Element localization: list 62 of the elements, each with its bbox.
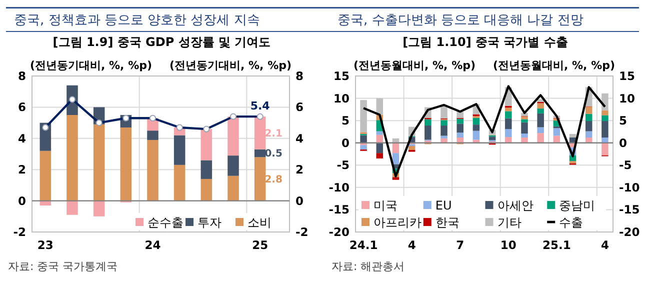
data-label: 2.8 (264, 174, 282, 186)
y2-tick-label: 8 (296, 69, 304, 83)
x-tick-label: 23 (37, 238, 54, 252)
text: 자료: 중국 국가통계국 (8, 260, 118, 273)
legend-label: 투자 (198, 216, 222, 230)
y-tick-label: 15 (333, 69, 350, 83)
chart-title: [그림 1.9] 중국 GDP 성장률 및 기여도 (52, 35, 271, 49)
y2-tick-label: 2 (296, 162, 304, 177)
y-tick-label: 10 (333, 91, 350, 106)
y-tick-label: 6 (18, 100, 26, 114)
y2-tick-label: 10 (619, 91, 636, 106)
x-tick-label: 10 (500, 238, 516, 252)
y-axis-title: (전년동월대비, %, %p) (354, 59, 476, 72)
legend-label: 기타 (497, 216, 522, 230)
chart-subtitle: 중국, 정책효과 등으로 양호한 성장세 지속 (14, 13, 260, 28)
chart-subtitle: 중국, 수출다변화 등으로 대응해 나갈 전망 (338, 13, 584, 28)
y-tick-label: -15 (328, 202, 350, 217)
x-tick-label: 4 (600, 238, 609, 252)
y2-tick-label: 5 (619, 114, 628, 128)
legend-label: 순수출 (148, 216, 184, 230)
data-label: 5.4 (250, 100, 270, 113)
data-label: 0.5 (264, 148, 282, 160)
x-tick-label: 25 (252, 238, 268, 252)
y2-tick-label: -20 (619, 225, 640, 239)
x-tick-label: 24.1 (349, 238, 378, 252)
chart-title: [그림 1.10] 중국 국가별 수출 (402, 35, 568, 49)
legend-label: 중남미 (559, 198, 596, 212)
legend-label: 미국 (374, 198, 398, 212)
y-tick-label: 4 (18, 131, 26, 146)
y-axis-title: (전년동기대비, %, %p) (30, 59, 152, 72)
y2-tick-label: -15 (619, 202, 640, 217)
data-label: 2.1 (264, 128, 282, 140)
y2-tick-label: 0 (619, 136, 628, 150)
y-tick-label: 0 (341, 136, 350, 150)
y-tick-label: 5 (341, 114, 350, 128)
y2-tick-label: -2 (296, 225, 308, 239)
y2-tick-label: 15 (619, 69, 636, 83)
legend-label: EU (435, 198, 452, 212)
text: 자료: 해관총서 (332, 260, 405, 273)
y2-axis-title: (전년동월대비, %, %p) (493, 59, 615, 72)
y-tick-label: -5 (336, 158, 350, 172)
y-tick-label: -2 (13, 225, 26, 239)
x-tick-label: 7 (456, 238, 464, 252)
y2-tick-label: -5 (619, 158, 632, 172)
y2-tick-label: 0 (296, 194, 304, 208)
y2-tick-label: -10 (619, 180, 640, 194)
y2-tick-label: 4 (296, 131, 304, 146)
y2-tick-label: 6 (296, 100, 304, 114)
legend-label: 아프리카 (374, 216, 422, 230)
legend-label: 아세안 (497, 198, 534, 212)
x-tick-label: 4 (408, 238, 416, 252)
y2-axis-title: (전년동기대비, %, %p) (170, 59, 292, 72)
y-tick-label: -10 (328, 180, 350, 194)
legend-label: 한국 (435, 216, 460, 230)
y-tick-label: 2 (18, 162, 26, 177)
y-tick-label: -20 (328, 225, 350, 239)
x-tick-label: 25.1 (542, 238, 571, 252)
legend-label: 소비 (248, 216, 272, 230)
y-tick-label: 8 (18, 69, 26, 83)
y-tick-label: 0 (18, 194, 26, 208)
legend-label: 수출 (559, 216, 584, 230)
x-tick-label: 24 (144, 238, 161, 252)
